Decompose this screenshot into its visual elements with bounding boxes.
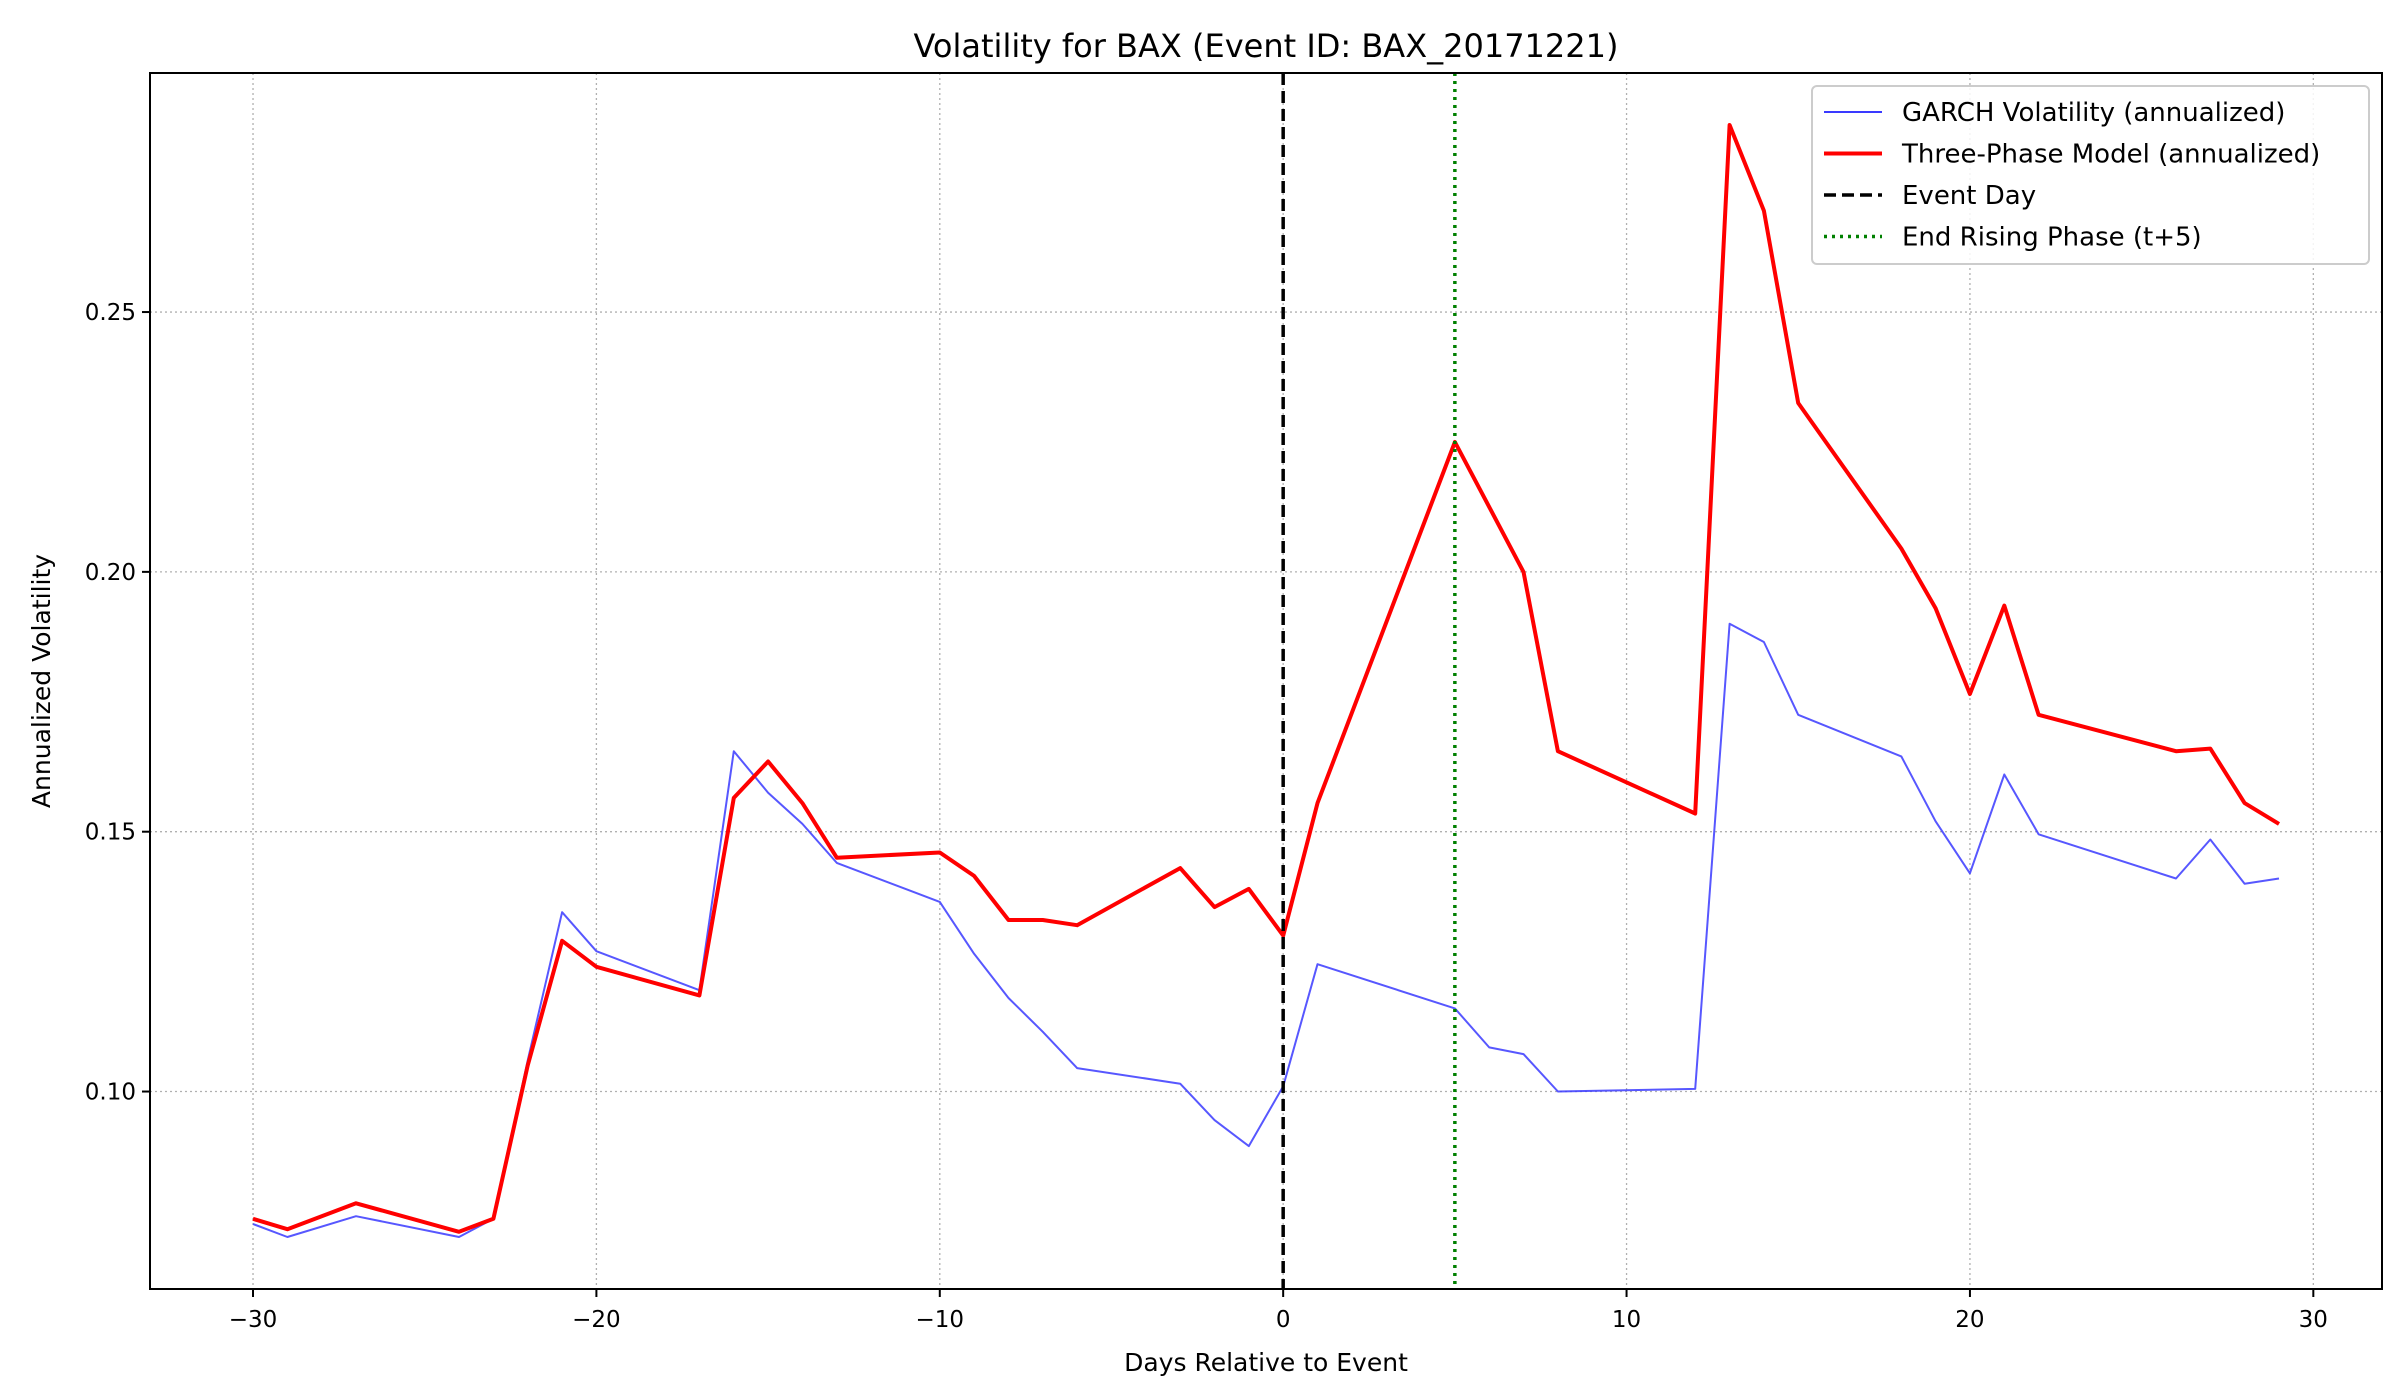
- plot-data: [252, 73, 2281, 1289]
- chart-title: Volatility for BAX (Event ID: BAX_201712…: [914, 27, 1619, 65]
- x-tick-label: 30: [2299, 1307, 2328, 1333]
- legend-label-1: Three-Phase Model (annualized): [1901, 140, 2320, 170]
- x-tick-label: −10: [916, 1307, 965, 1333]
- legend: GARCH Volatility (annualized) Three-Phase…: [1811, 85, 2370, 265]
- legend-label-0: GARCH Volatility (annualized): [1902, 98, 2285, 128]
- y-tick-label: 0.10: [85, 1080, 136, 1106]
- y-tick-label: 0.15: [85, 820, 136, 846]
- grid: [150, 73, 2382, 1289]
- y-tick-label: 0.25: [85, 300, 136, 326]
- x-axis-label: Days Relative to Event: [1124, 1348, 1408, 1377]
- x-tick-label: 0: [1276, 1307, 1291, 1333]
- legend-label-2: Event Day: [1902, 181, 2036, 211]
- axis-ticks: −30 −20 −10 0 10 20 30 0.10 0.15 0.20 0.25: [85, 300, 2328, 1333]
- legend-label-3: End Rising Phase (t+5): [1902, 223, 2202, 253]
- x-tick-label: 10: [1612, 1307, 1641, 1333]
- plot-frame: [149, 72, 2383, 1290]
- series-line-1: [252, 123, 2281, 1234]
- y-tick-label: 0.20: [85, 560, 136, 586]
- series-line-0: [252, 622, 2280, 1238]
- y-axis-label: Annualized Volatility: [27, 554, 56, 808]
- legend-box: [1811, 85, 2370, 265]
- x-tick-label: −20: [572, 1307, 621, 1333]
- x-tick-label: −30: [229, 1307, 278, 1333]
- x-tick-label: 20: [1955, 1307, 1984, 1333]
